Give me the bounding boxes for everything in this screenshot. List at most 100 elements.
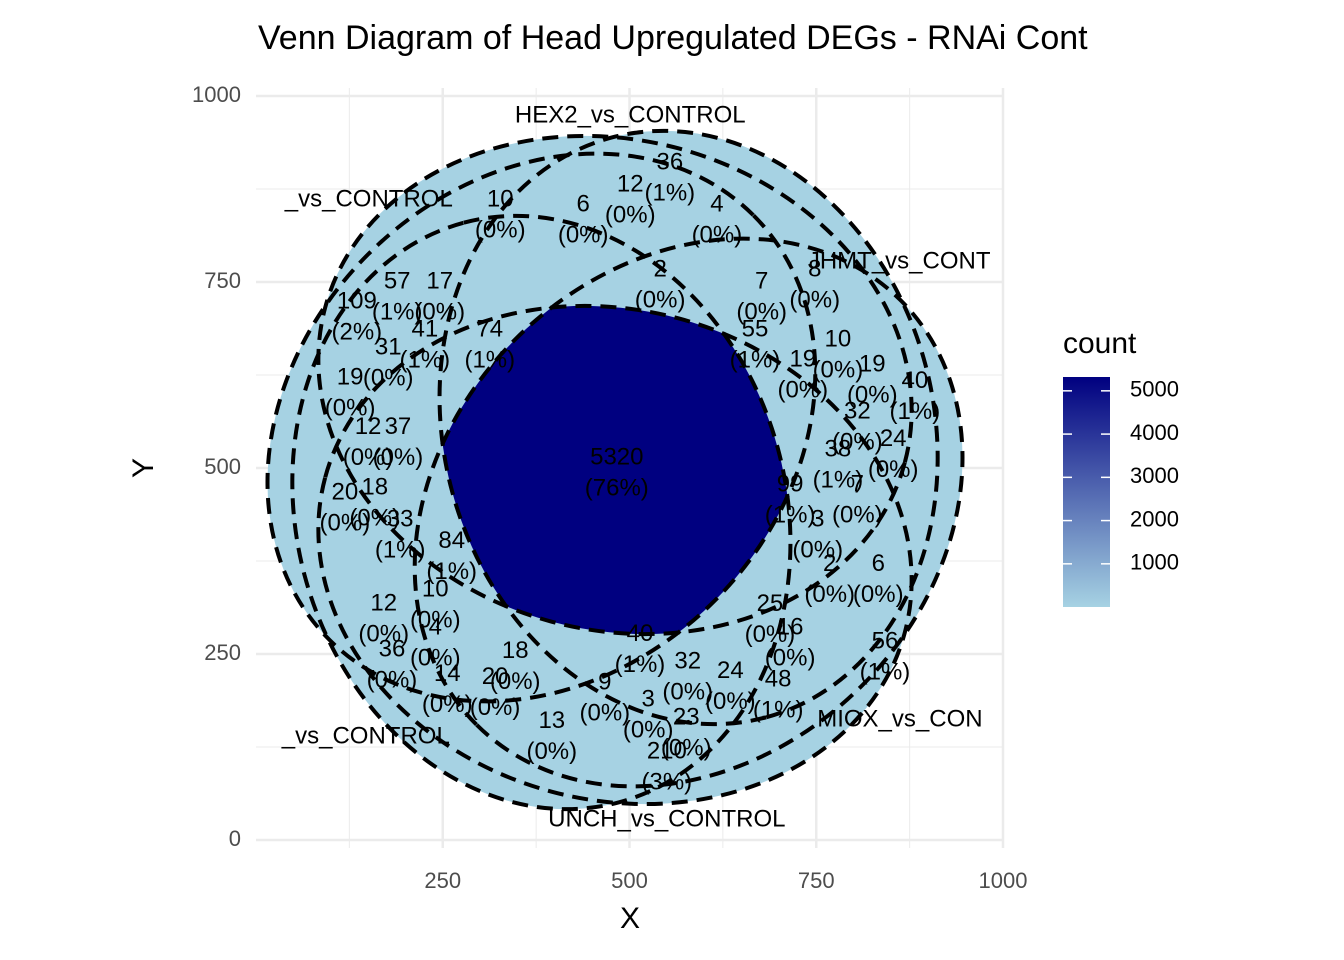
region-percent: (0%) (367, 667, 418, 694)
set-label: _vs_CONTROL (281, 723, 450, 750)
region-percent: (0%) (832, 429, 883, 456)
set-label: UNCH_vs_CONTROL (548, 805, 785, 832)
region-count: 40 (902, 367, 929, 394)
region-count: 6 (872, 550, 885, 577)
region-percent: (0%) (320, 510, 371, 537)
region-count: 2 (653, 255, 666, 282)
x-axis-label: X (620, 902, 640, 935)
legend-title: count (1063, 327, 1137, 360)
region-percent: (0%) (410, 644, 461, 671)
region-percent: (0%) (792, 536, 843, 563)
region-percent: (0%) (363, 365, 414, 392)
region-percent: (1%) (372, 298, 423, 325)
region-count: 3 (641, 685, 654, 712)
colorbar (1063, 377, 1110, 607)
region-count: 99 (777, 470, 804, 497)
region-percent: (0%) (847, 382, 898, 409)
region-percent: (0%) (745, 621, 796, 648)
region-percent: (1%) (890, 398, 941, 425)
region-percent: (76%) (585, 475, 649, 502)
region-percent: (0%) (558, 222, 609, 249)
region-count: 84 (438, 527, 465, 554)
region-percent: (1%) (645, 179, 696, 206)
region-percent: (0%) (373, 444, 424, 471)
region-percent: (0%) (765, 644, 816, 671)
region-count: 3 (811, 505, 824, 532)
region-percent: (0%) (662, 679, 713, 706)
region-percent: (1%) (765, 501, 816, 528)
region-count: 19 (859, 351, 886, 378)
region-count: 36 (379, 636, 406, 663)
region-count: 19 (337, 363, 364, 390)
y-tick-label: 1000 (192, 82, 241, 107)
region-percent: (0%) (410, 606, 461, 633)
region-percent: (0%) (358, 620, 409, 647)
colorbar-label: 4000 (1130, 420, 1179, 445)
region-count: 4 (429, 613, 442, 640)
region-count: 32 (674, 648, 701, 675)
region-count: 38 (825, 435, 852, 462)
region-count: 10 (422, 575, 449, 602)
region-count: 20 (482, 663, 509, 690)
region-percent: (0%) (853, 581, 904, 608)
region-count: 210 (647, 738, 687, 765)
set-outline (290, 213, 793, 812)
region-percent: (1%) (813, 466, 864, 493)
x-tick-label: 250 (424, 868, 461, 893)
region-count: 23 (673, 703, 700, 730)
set-outlines (265, 128, 965, 812)
region-count: 17 (426, 267, 453, 294)
region-percent: (0%) (705, 688, 756, 715)
region-count: 56 (872, 627, 899, 654)
set-outline (437, 128, 940, 727)
region-percent: (0%) (605, 202, 656, 229)
region-count: 12 (370, 589, 397, 616)
y-tick-label: 0 (229, 826, 241, 851)
region-count: 40 (627, 620, 654, 647)
region-percent: (0%) (422, 691, 473, 718)
region-count: 10 (487, 186, 514, 213)
region-count: 7 (755, 267, 768, 294)
region-percent: (1%) (615, 651, 666, 678)
region-percent: (0%) (789, 286, 840, 313)
region-count: 7 (851, 470, 864, 497)
region-percent: (1%) (860, 658, 911, 685)
region-count: 32 (844, 398, 871, 425)
region-percent: (1%) (753, 696, 804, 723)
region-percent: (0%) (580, 699, 631, 726)
set-label: JHMT_vs_CONT (808, 247, 991, 274)
y-axis-label: Y (127, 458, 160, 478)
y-tick-label: 500 (204, 454, 241, 479)
region-percent: (2%) (332, 318, 383, 345)
x-tick-label: 1000 (979, 868, 1028, 893)
region-percent: (0%) (777, 376, 828, 403)
region-percent: (0%) (832, 501, 883, 528)
region-percent: (0%) (349, 504, 400, 531)
region-percent: (0%) (813, 356, 864, 383)
colorbar-label: 5000 (1130, 377, 1179, 402)
region-count: 109 (337, 287, 377, 314)
region-percent: (0%) (414, 298, 465, 325)
region-percent: (1%) (399, 347, 450, 374)
region-percent: (1%) (730, 347, 781, 374)
region-percent: (0%) (661, 734, 712, 761)
region-count: 41 (411, 316, 438, 343)
region-count: 16 (777, 613, 804, 640)
region-percent: (1%) (426, 558, 477, 585)
region-count: 13 (538, 707, 565, 734)
region-percent: (0%) (325, 394, 376, 421)
region-count: 37 (385, 413, 412, 440)
region-count: 33 (387, 505, 414, 532)
region-count: 10 (825, 325, 852, 352)
region-count: 8 (808, 255, 821, 282)
region-percent: (3%) (642, 769, 693, 796)
region-count: 2 (823, 550, 836, 577)
x-tick-label: 500 (611, 868, 648, 893)
region-percent: (1%) (375, 536, 426, 563)
region-count: 18 (361, 473, 388, 500)
region-count: 20 (332, 479, 359, 506)
y-tick-label: 250 (204, 640, 241, 665)
region-percent: (0%) (490, 668, 541, 695)
region-count: 74 (476, 316, 503, 343)
